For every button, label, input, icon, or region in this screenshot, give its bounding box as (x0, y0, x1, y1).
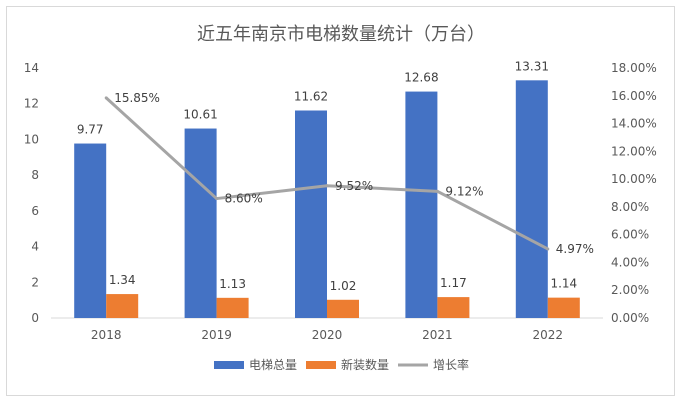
legend-swatch (214, 361, 244, 369)
y-left-tick-label: 6 (31, 204, 39, 218)
y-right-tick-label: 6.00% (611, 228, 649, 242)
chart-frame: 近五年南京市电梯数量统计（万台） 0 2 4 6 8 10 12 14 0.00% 2.00% 4.… (6, 6, 675, 396)
growth-rate-point (435, 189, 439, 193)
data-label-new: 1.17 (440, 276, 467, 290)
data-label-new: 1.14 (550, 277, 577, 291)
data-label-growth: 4.97% (556, 242, 594, 256)
labels-layer: 9.77 10.61 11.62 12.68 13.31 1.34 1.13 1.02 1.17… (77, 59, 594, 292)
x-tick-label: 2021 (422, 328, 453, 342)
bar-total (184, 128, 217, 318)
data-label-total: 10.61 (183, 108, 217, 122)
y-right-tick-label: 0.00% (611, 311, 649, 325)
x-tick-label: 2020 (312, 328, 343, 342)
legend: 电梯总量 新装数量 增长率 (214, 357, 469, 372)
y-left-tick-label: 12 (24, 97, 39, 111)
y-right-tick-label: 14.00% (611, 117, 657, 131)
growth-rate-point (104, 96, 108, 100)
growth-rate-point (325, 184, 329, 188)
bars-layer (74, 80, 580, 318)
bar-total (74, 143, 107, 318)
x-tick-label: 2022 (533, 328, 564, 342)
data-label-new: 1.34 (109, 273, 136, 287)
y-right-tick-label: 12.00% (611, 144, 657, 158)
y-left-tick-label: 14 (24, 61, 39, 75)
bar-total (405, 91, 438, 318)
data-label-growth: 9.52% (335, 179, 373, 193)
data-label-new: 1.02 (330, 279, 357, 293)
y-right-tick-label: 4.00% (611, 255, 649, 269)
legend-label: 新装数量 (341, 357, 389, 372)
y-right-tick-label: 16.00% (611, 89, 657, 103)
bar-new (106, 294, 139, 318)
bar-new (437, 297, 470, 318)
chart-title: 近五年南京市电梯数量统计（万台） (197, 24, 485, 45)
y-left-tick-label: 8 (31, 168, 39, 182)
y-left-tick-label: 4 (31, 240, 39, 254)
line-layer (104, 96, 550, 251)
bar-total (295, 110, 327, 318)
bar-new (547, 297, 580, 318)
growth-rate-point (215, 197, 219, 201)
bar-new (327, 299, 359, 318)
data-label-total: 13.31 (515, 59, 549, 73)
data-label-total: 11.62 (294, 90, 328, 104)
y-left-tick-label: 0 (31, 311, 39, 325)
x-tick-label: 2019 (201, 328, 232, 342)
axes-layer: 0 2 4 6 8 10 12 14 0.00% 2.00% 4.00% 6.00% 8.00% 10.0… (24, 61, 657, 342)
y-right-tick-label: 10.00% (611, 172, 657, 186)
y-right-tick-label: 8.00% (611, 200, 649, 214)
y-right-tick-label: 2.00% (611, 283, 649, 297)
bar-new (216, 297, 249, 318)
data-label-growth: 15.85% (114, 91, 160, 105)
data-label-new: 1.13 (219, 277, 246, 291)
data-label-total: 12.68 (404, 71, 438, 85)
x-tick-label: 2018 (91, 328, 122, 342)
legend-label: 电梯总量 (249, 358, 297, 372)
data-label-growth: 8.60% (225, 192, 263, 206)
legend-swatch (306, 361, 336, 369)
legend-label: 增长率 (433, 357, 469, 372)
data-label-growth: 9.12% (445, 184, 483, 198)
y-right-tick-label: 18.00% (611, 61, 657, 75)
data-label-total: 9.77 (77, 123, 104, 137)
y-left-tick-label: 2 (31, 275, 39, 289)
growth-rate-point (546, 247, 550, 251)
chart-svg: 近五年南京市电梯数量统计（万台） 0 2 4 6 8 10 12 14 0.00% 2.00% 4.… (24, 24, 657, 372)
y-left-tick-label: 10 (24, 132, 39, 146)
bar-total (515, 80, 548, 318)
